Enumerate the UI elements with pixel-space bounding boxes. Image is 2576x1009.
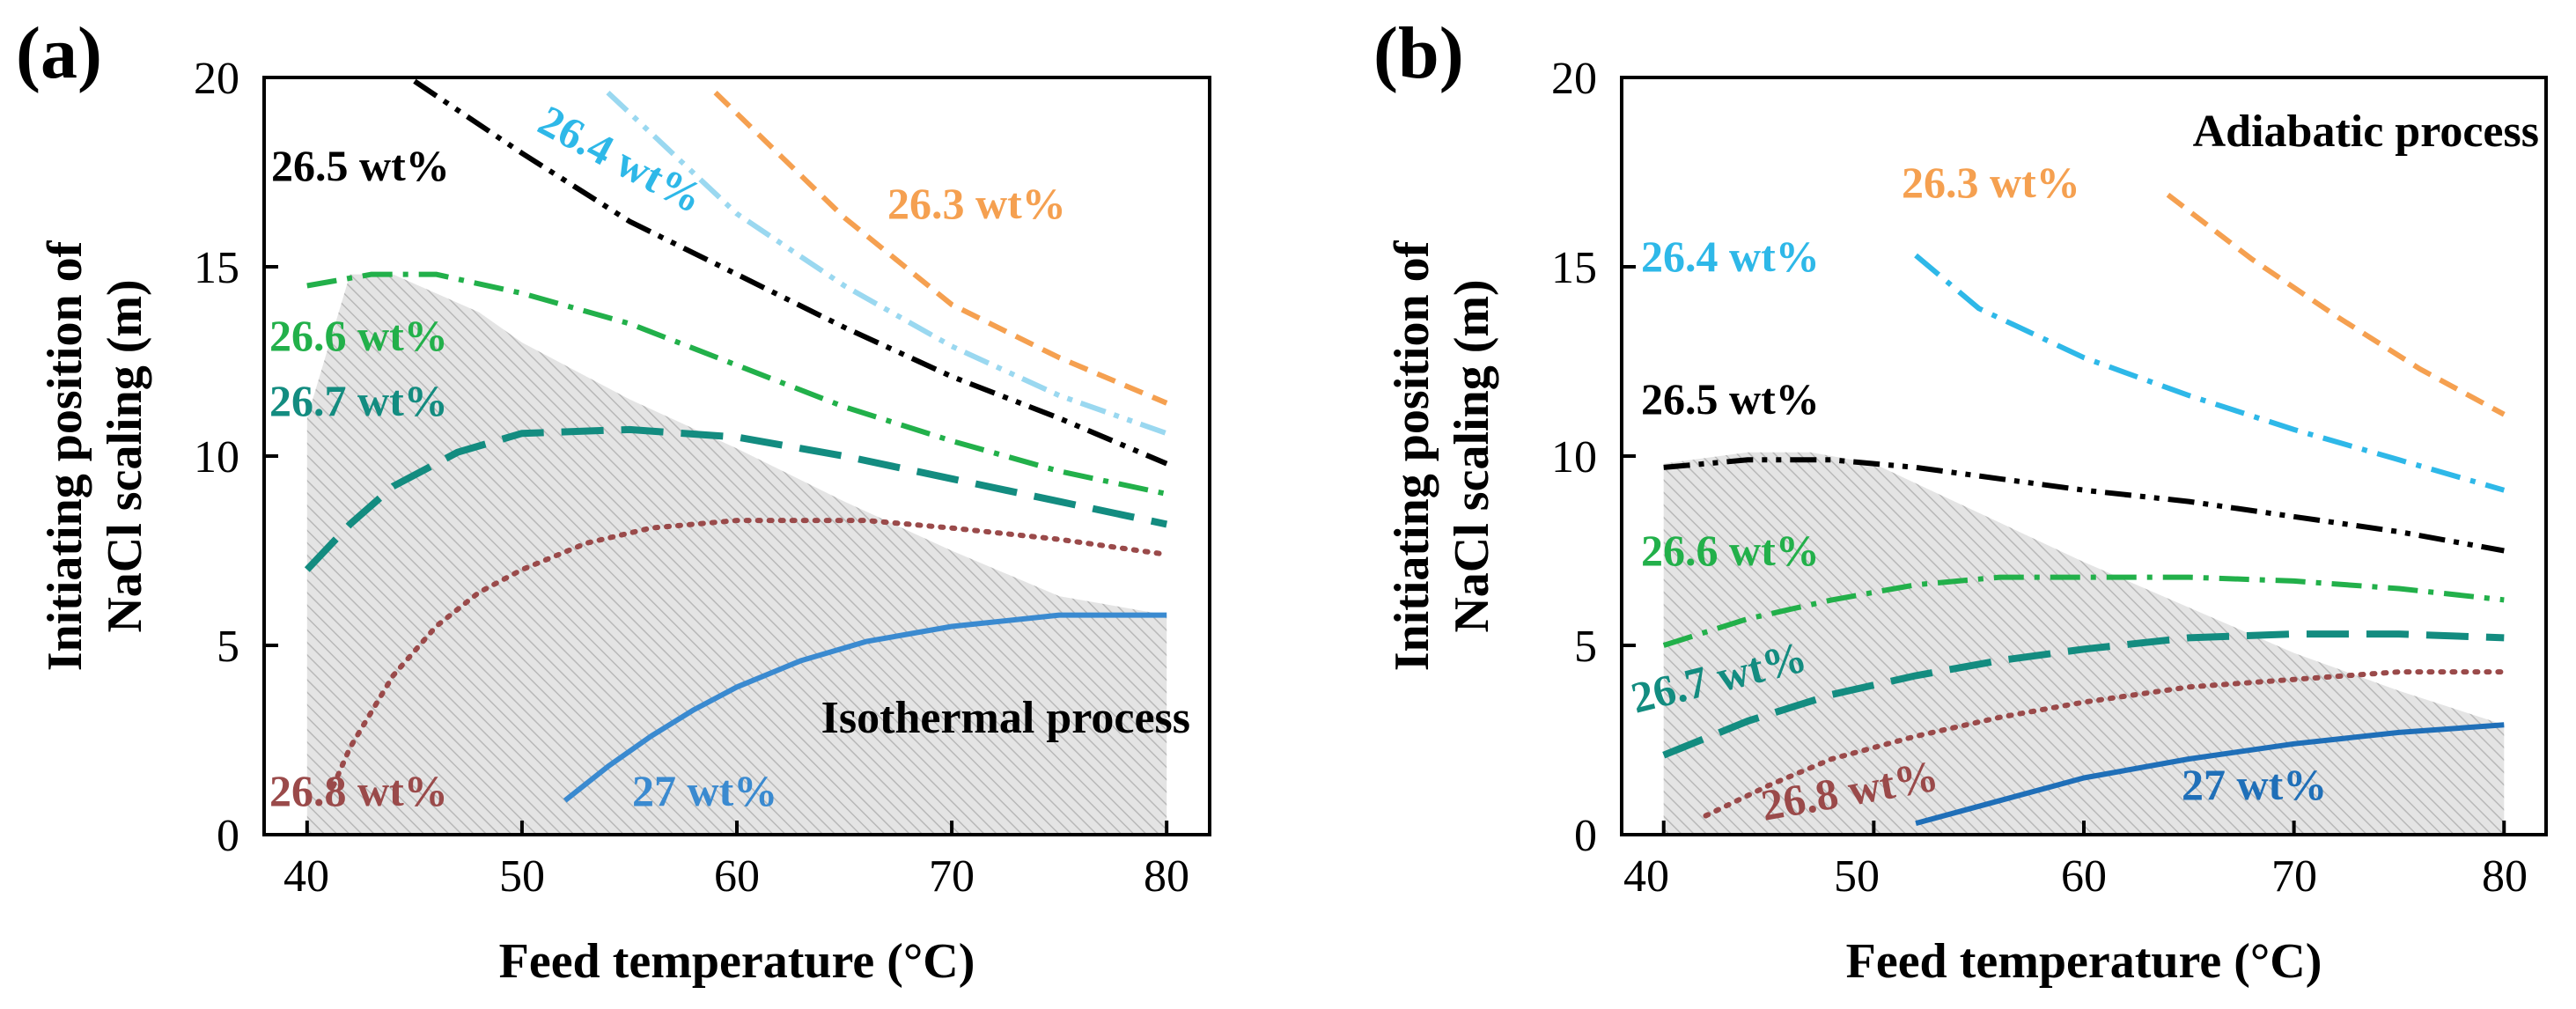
panel-a: (a) 40 50 60 70 80 0 5 10 15 20 Feed tem… xyxy=(16,12,1211,989)
panel-b-ytick: 5 xyxy=(1574,622,1597,672)
panel-a-series-line-0 xyxy=(713,91,1168,406)
panel-a-xtick: 60 xyxy=(714,851,760,902)
panel-a-label-27: 27 wt% xyxy=(632,766,777,815)
panel-a-ytick: 20 xyxy=(194,54,239,104)
panel-a-xtick: 70 xyxy=(929,851,975,902)
panel-b-xtick: 50 xyxy=(1834,851,1880,902)
panel-a-ytick: 10 xyxy=(194,432,239,482)
panel-b-xlabel: Feed temperature (°C) xyxy=(1846,934,2322,989)
panel-b-ticks xyxy=(1622,76,2506,836)
panel-b-ytick: 15 xyxy=(1551,243,1597,293)
panel-b-xtick: 60 xyxy=(2061,851,2107,902)
panel-a-annotation: Isothermal process xyxy=(821,693,1190,743)
panel-b-xtick: 70 xyxy=(2271,851,2317,902)
panel-b-annotation: Adiabatic process xyxy=(2193,107,2539,157)
panel-a-label-26-8: 26.8 wt% xyxy=(269,766,448,815)
panel-a-xtick: 40 xyxy=(283,851,329,902)
panel-b-label-26-3: 26.3 wt% xyxy=(1902,158,2080,207)
panel-a-ylabel-line2: NaCl scaling (m) xyxy=(98,279,152,632)
panel-a-label: (a) xyxy=(16,12,102,94)
panel-b-label: (b) xyxy=(1373,12,1464,94)
panel-b-label-26-6: 26.6 wt% xyxy=(1641,526,1820,575)
panel-a-series-line-1 xyxy=(606,91,1168,437)
panel-a-series-line-6 xyxy=(563,612,1167,803)
panel-b-ytick: 20 xyxy=(1551,54,1597,104)
panel-b-ylabel-line2: NaCl scaling (m) xyxy=(1445,279,1499,632)
panel-a-ticks xyxy=(264,76,1169,836)
panel-b-series-line-3 xyxy=(1662,574,2505,648)
panel-a-series-line-5 xyxy=(326,518,1170,799)
panel-a-ytick: 5 xyxy=(217,622,239,672)
panel-a-series-line-4 xyxy=(304,425,1168,572)
panel-a-xtick: 50 xyxy=(499,851,545,902)
panel-a-label-26-6: 26.6 wt% xyxy=(269,311,448,360)
panel-b-label-26-4: 26.4 wt% xyxy=(1641,232,1820,281)
panel-a-ytick: 15 xyxy=(194,243,239,293)
panel-a-label-26-7: 26.7 wt% xyxy=(269,376,448,425)
panel-a-series-line-2 xyxy=(413,78,1168,467)
panel-a-shaded-region xyxy=(306,274,1167,835)
panel-a-label-26-4: 26.4 wt% xyxy=(531,95,711,223)
panel-b-ytick: 0 xyxy=(1574,811,1597,861)
panel-a-xtick: 80 xyxy=(1144,851,1189,902)
panel-b-series-line-6 xyxy=(1915,722,2505,826)
panel-b-series-line-1 xyxy=(1914,253,2506,493)
panel-b-shaded-region xyxy=(1663,452,2505,835)
panel-b-series-line-0 xyxy=(2166,192,2506,417)
panel-a-ylabel-line1: Initiating position of xyxy=(38,239,92,671)
panel-a-ytick: 0 xyxy=(217,811,239,861)
panel-a-label-26-5: 26.5 wt% xyxy=(271,141,450,190)
panel-b-ytick: 10 xyxy=(1551,432,1597,482)
panel-b-series-line-4 xyxy=(1662,630,2505,759)
panel-b-ylabel-line1: Initiating position of xyxy=(1385,239,1439,671)
panel-b-series-lines xyxy=(1662,192,2507,826)
panel-a-xlabel: Feed temperature (°C) xyxy=(499,934,975,989)
panel-b-label-26-5: 26.5 wt% xyxy=(1641,374,1820,423)
panel-b-xtick: 80 xyxy=(2482,851,2528,902)
panel-b-series-line-2 xyxy=(1663,457,2505,554)
panel-b: (b) 40 50 60 70 80 0 5 10 15 20 Feed tem… xyxy=(1373,12,2548,989)
panel-a-series-line-3 xyxy=(306,271,1167,497)
panel-a-series-lines xyxy=(304,78,1170,803)
panel-b-series-line-5 xyxy=(1703,669,2507,819)
panel-b-xtick: 40 xyxy=(1623,851,1669,902)
panel-a-label-26-3: 26.3 wt% xyxy=(887,179,1066,228)
panel-b-label-27: 27 wt% xyxy=(2182,760,2327,809)
